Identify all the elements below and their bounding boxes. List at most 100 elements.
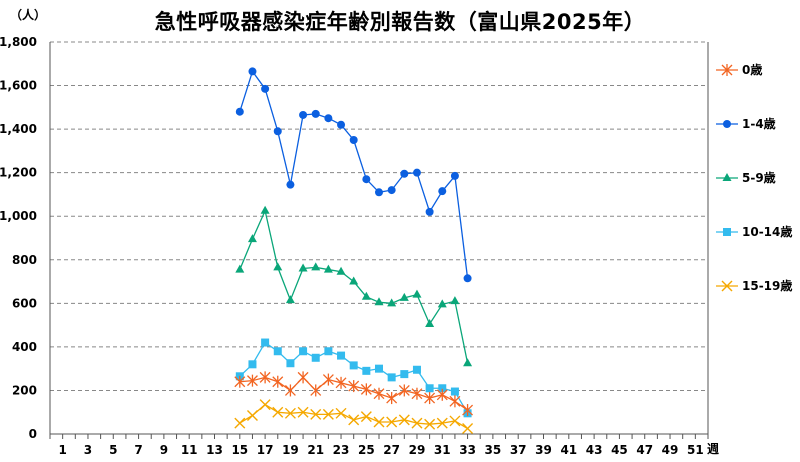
data-point <box>362 175 371 184</box>
legend-marker <box>723 120 731 128</box>
data-point <box>411 417 423 429</box>
y-tick-label: 1,600 <box>0 79 37 93</box>
data-point <box>373 387 385 400</box>
x-tick-label: 31 <box>434 443 451 457</box>
data-point <box>437 299 447 308</box>
data-point <box>398 384 410 397</box>
data-point <box>235 107 244 116</box>
x-tick-label: 45 <box>611 443 628 457</box>
x-tick-label: 51 <box>687 443 704 457</box>
x-tick-label: 29 <box>409 443 426 457</box>
series-line <box>239 69 469 279</box>
data-point <box>462 423 474 435</box>
series-1-4歳 <box>235 67 472 283</box>
data-point <box>284 407 296 419</box>
data-point <box>360 383 372 396</box>
data-point <box>322 373 334 386</box>
legend-marker <box>723 228 731 236</box>
data-point <box>286 359 295 368</box>
data-point <box>462 404 474 417</box>
data-point <box>400 370 409 379</box>
x-tick-label: 11 <box>181 443 198 457</box>
data-point <box>299 347 308 356</box>
chart-title: 急性呼吸器感染症年齢別報告数（富山県2025年） <box>154 10 646 34</box>
data-point <box>450 387 459 396</box>
data-point <box>234 375 246 388</box>
y-tick-label: 1,200 <box>0 166 37 180</box>
y-tick-label: 1,000 <box>0 209 37 223</box>
data-point <box>360 411 372 423</box>
data-point <box>273 347 282 356</box>
x-tick-label: 15 <box>231 443 248 457</box>
data-point <box>412 289 422 298</box>
series-group <box>234 67 474 435</box>
gridlines <box>50 41 708 391</box>
data-point <box>387 373 396 382</box>
series-10-14歳 <box>235 338 472 418</box>
data-point <box>425 319 435 328</box>
legend-marker <box>722 173 732 181</box>
data-point <box>349 361 358 370</box>
x-tick-label: 19 <box>282 443 299 457</box>
data-point <box>399 292 409 301</box>
x-axis-unit: 週 <box>707 442 720 456</box>
series-0歳 <box>234 371 474 417</box>
data-point <box>247 234 257 243</box>
data-point <box>297 406 309 418</box>
series-15-19歳 <box>234 399 474 435</box>
data-point <box>323 264 333 273</box>
y-tick-label: 1,800 <box>0 35 37 49</box>
data-point <box>424 418 436 430</box>
data-point <box>311 109 320 118</box>
y-tick-label: 0 <box>29 427 37 441</box>
data-point <box>424 392 436 405</box>
data-point <box>349 136 358 144</box>
x-tick-label: 37 <box>510 443 527 457</box>
data-point <box>335 407 347 419</box>
x-tick-label: 23 <box>333 443 350 457</box>
x-tick-label: 43 <box>586 443 603 457</box>
legend-label: 15-19歳 <box>742 278 792 293</box>
x-tick-label: 7 <box>134 443 142 457</box>
data-point <box>387 298 397 307</box>
x-tick-label: 3 <box>84 443 92 457</box>
data-point <box>450 171 459 180</box>
legend-item: 0歳 <box>716 62 762 77</box>
data-point <box>386 416 398 428</box>
data-point <box>259 371 271 384</box>
legend-item: 15-19歳 <box>716 278 792 293</box>
data-point <box>425 384 434 393</box>
data-point <box>400 169 409 178</box>
legend-item: 5-9歳 <box>716 170 776 185</box>
data-point <box>310 408 322 420</box>
data-point <box>248 360 257 369</box>
x-tick-label: 21 <box>307 443 324 457</box>
x-tick-label: 47 <box>636 443 653 457</box>
data-point <box>425 207 434 216</box>
data-point <box>234 417 246 429</box>
data-point <box>436 388 448 401</box>
data-point <box>412 168 421 177</box>
legend-marker <box>721 280 733 292</box>
data-point <box>336 266 346 275</box>
data-point <box>362 366 371 375</box>
data-point <box>411 387 423 400</box>
data-point <box>375 188 383 197</box>
y-tick-label: 400 <box>12 340 37 354</box>
data-point <box>450 296 460 305</box>
x-tick-label: 17 <box>257 443 274 457</box>
data-point <box>272 375 284 388</box>
data-point <box>260 205 270 214</box>
x-tick-label: 5 <box>109 443 117 457</box>
x-tick-label: 27 <box>383 443 400 457</box>
data-point <box>374 297 384 306</box>
axes <box>49 42 709 439</box>
data-point <box>449 395 461 408</box>
data-point <box>310 384 322 397</box>
legend-item: 1-4歳 <box>716 116 776 131</box>
data-point <box>387 186 396 195</box>
data-point <box>235 264 245 273</box>
x-tick-labels: 1 3 5 7 9 11 13 15 17 19 21 23 25 27 29 31 33 35 37 39 41 43 4… <box>58 443 703 457</box>
data-point <box>272 406 284 418</box>
